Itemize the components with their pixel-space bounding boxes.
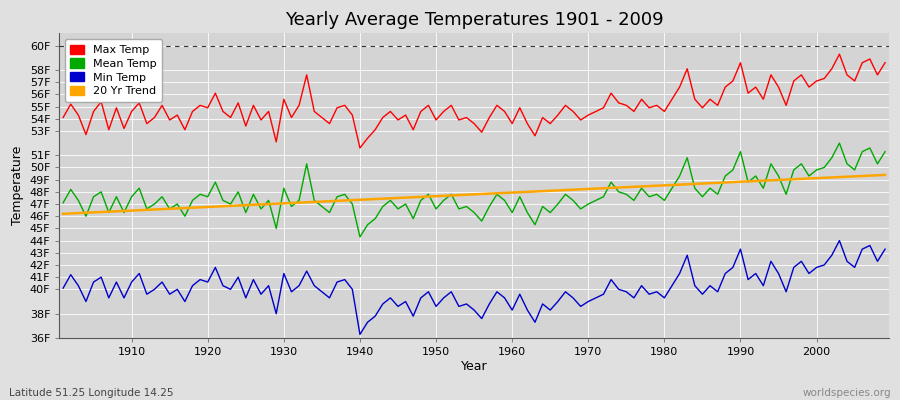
Title: Yearly Average Temperatures 1901 - 2009: Yearly Average Temperatures 1901 - 2009 (284, 11, 663, 29)
Legend: Max Temp, Mean Temp, Min Temp, 20 Yr Trend: Max Temp, Mean Temp, Min Temp, 20 Yr Tre… (65, 39, 162, 102)
X-axis label: Year: Year (461, 360, 488, 373)
Y-axis label: Temperature: Temperature (11, 146, 24, 226)
Text: Latitude 51.25 Longitude 14.25: Latitude 51.25 Longitude 14.25 (9, 388, 174, 398)
Text: worldspecies.org: worldspecies.org (803, 388, 891, 398)
